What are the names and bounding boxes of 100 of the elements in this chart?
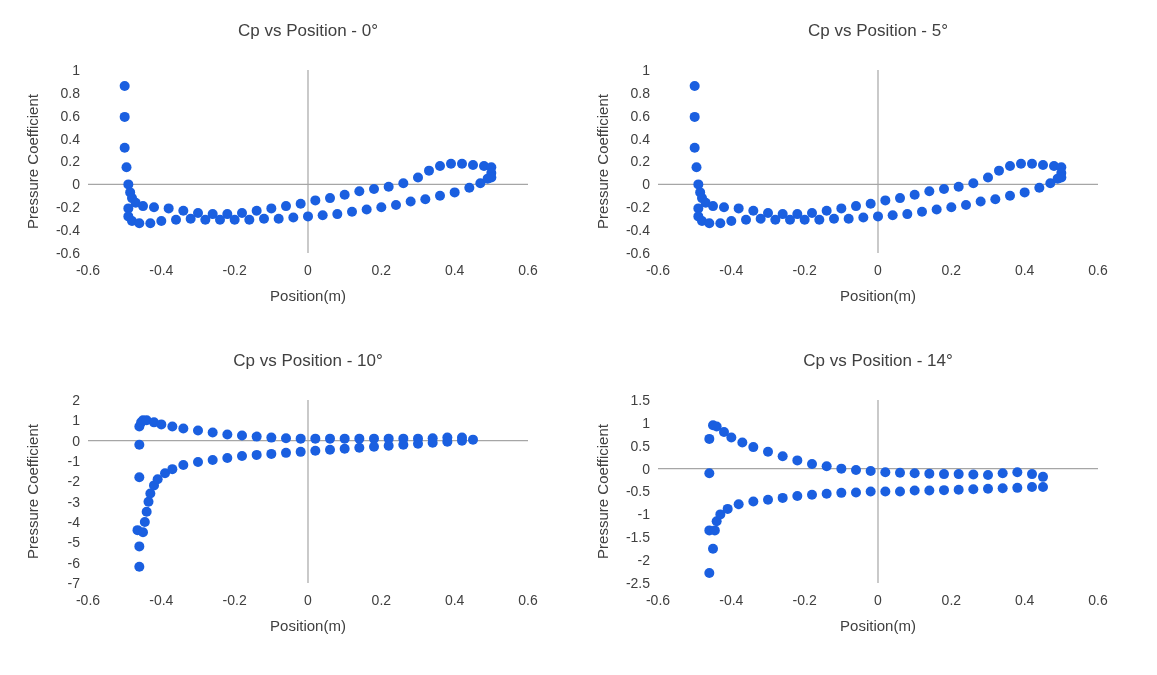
x-tick-label: 0.6: [1088, 262, 1108, 278]
point: [1038, 471, 1048, 482]
point: [704, 468, 715, 479]
point: [924, 485, 935, 496]
y-tick-label: -7: [67, 574, 81, 591]
point: [763, 494, 773, 505]
chart-title: Cp vs Position - 10°: [233, 351, 383, 370]
point: [722, 503, 733, 514]
point: [733, 499, 744, 510]
point: [1027, 469, 1037, 480]
point: [821, 461, 832, 472]
y-axis-title: Pressure Coefficient: [24, 423, 41, 559]
point: [880, 467, 891, 478]
point: [777, 492, 788, 503]
point: [1012, 467, 1023, 478]
x-tick-label: -0.4: [149, 262, 174, 278]
chart-title: Cp vs Position - 5°: [807, 21, 949, 40]
y-tick-label: -0.2: [625, 199, 651, 216]
point: [726, 432, 737, 443]
x-tick-label: -0.2: [222, 592, 247, 608]
x-tick-label: 0: [874, 592, 883, 608]
x-tick-label: 0.4: [444, 262, 465, 278]
y-tick-label: -1.5: [625, 529, 651, 546]
y-tick-label: 0.2: [60, 153, 81, 170]
x-tick-label: -0.2: [792, 592, 817, 608]
point: [968, 469, 979, 480]
x-tick-label: 0.6: [518, 262, 538, 278]
y-tick-label: -1: [67, 452, 81, 469]
point: [792, 491, 803, 502]
y-tick-label: 0: [642, 460, 651, 477]
point: [939, 485, 949, 496]
point: [763, 446, 773, 457]
point: [924, 468, 935, 479]
y-axis-title: Pressure Coefficient: [594, 423, 611, 559]
y-tick-label: -0.4: [55, 222, 81, 239]
y-tick-label: 0.5: [630, 437, 651, 454]
y-tick-label: -5: [67, 534, 81, 551]
point: [953, 469, 964, 480]
point: [997, 468, 1008, 479]
y-tick-label: 1: [642, 414, 651, 431]
point: [1027, 481, 1037, 492]
point: [807, 459, 817, 470]
y-tick-label: -2: [67, 473, 81, 490]
point: [737, 437, 748, 448]
y-tick-label: 2: [72, 391, 81, 408]
y-tick-label: 1: [72, 412, 81, 429]
y-tick-label: 0.4: [60, 130, 81, 147]
y-tick-label: 0.4: [630, 130, 651, 147]
point: [704, 567, 715, 578]
point: [704, 433, 715, 444]
x-tick-label: 0: [304, 262, 313, 278]
point: [865, 486, 876, 497]
x-tick-label: 0: [304, 592, 313, 608]
y-tick-label: -1: [637, 506, 651, 523]
point: [1038, 481, 1048, 492]
point: [792, 455, 803, 466]
y-tick-label: -0.5: [625, 483, 651, 500]
x-tick-label: -0.2: [792, 262, 817, 278]
y-tick-label: 0.6: [60, 107, 81, 124]
y-tick-label: -0.2: [55, 199, 81, 216]
point: [851, 465, 861, 475]
x-tick-label: 0.2: [371, 262, 392, 278]
x-axis-title: Position(m): [840, 617, 916, 634]
x-tick-label: 0.4: [444, 592, 465, 608]
point: [836, 487, 847, 498]
y-tick-label: 0.6: [630, 107, 651, 124]
x-tick-label: 0.4: [1014, 592, 1035, 608]
x-tick-label: 0.2: [941, 592, 962, 608]
x-tick-label: -0.4: [149, 592, 174, 608]
point: [748, 442, 759, 453]
point: [895, 467, 905, 478]
point: [715, 509, 726, 520]
y-tick-label: -4: [67, 513, 81, 530]
y-tick-label: -3: [67, 493, 81, 510]
point: [865, 465, 876, 476]
y-tick-label: 0: [72, 176, 81, 193]
y-tick-label: -6: [67, 554, 81, 571]
y-tick-label: 0.8: [60, 84, 81, 101]
x-axis-title: Position(m): [270, 287, 346, 304]
x-tick-label: 0.2: [371, 592, 392, 608]
x-tick-label: 0.6: [1088, 592, 1108, 608]
x-tick-label: 0.6: [518, 592, 538, 608]
y-tick-label: 0.8: [630, 84, 651, 101]
y-tick-label: -0.4: [625, 222, 651, 239]
point: [909, 468, 920, 479]
point: [983, 483, 993, 494]
point: [807, 489, 817, 500]
y-tick-label: 1.5: [630, 391, 651, 408]
y-tick-label: -2: [637, 552, 651, 569]
chart-title: Cp vs Position - 0°: [237, 21, 379, 40]
x-axis-title: Position(m): [270, 617, 346, 634]
point: [719, 427, 729, 438]
point: [748, 496, 759, 507]
y-tick-label: -2.5: [625, 574, 651, 591]
point: [880, 486, 891, 497]
point: [836, 463, 847, 474]
y-axis-title: Pressure Coefficient: [594, 93, 611, 229]
x-axis-title: Position(m): [840, 287, 916, 304]
x-tick-label: -0.2: [222, 262, 247, 278]
point: [777, 451, 788, 462]
